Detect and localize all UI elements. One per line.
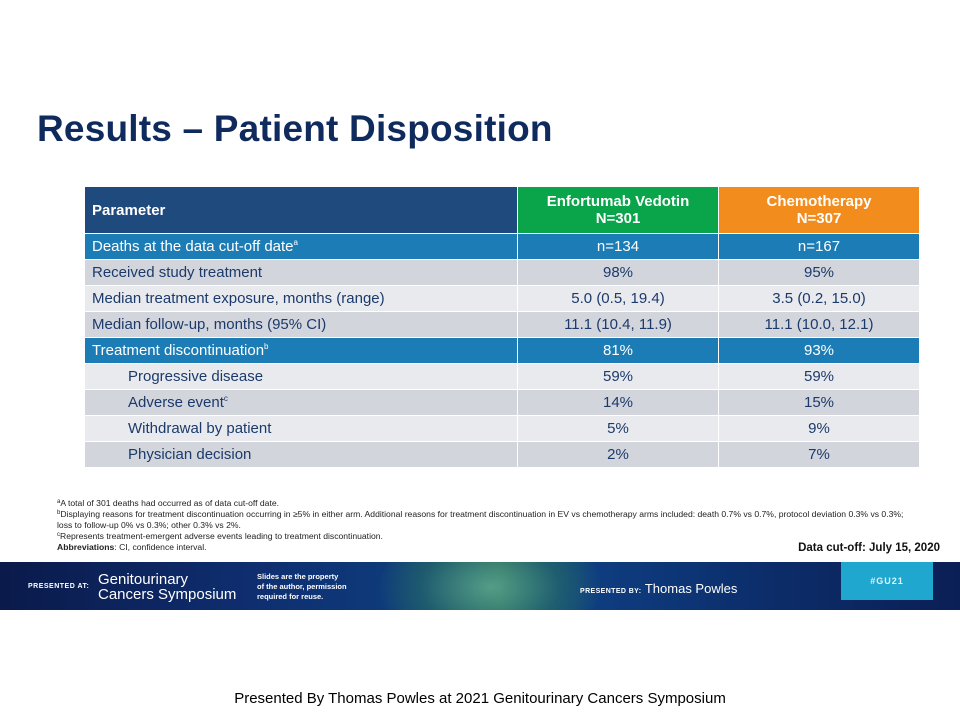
- conference-banner: PRESENTED AT: Genitourinary Cancers Symp…: [0, 562, 960, 610]
- header-parameter: Parameter: [84, 186, 518, 234]
- header-chemo-n: N=307: [796, 210, 842, 227]
- footnotes: aA total of 301 deaths had occurred as o…: [57, 498, 907, 553]
- hashtag-badge: #GU21: [841, 562, 933, 600]
- data-cutoff-note: Data cut-off: July 15, 2020: [798, 542, 940, 554]
- cell-ev: 59%: [517, 363, 719, 390]
- footnote-mark: b: [264, 342, 269, 351]
- cell-ev: n=134: [517, 233, 719, 260]
- presenter-name: Thomas Powles: [644, 581, 738, 596]
- header-chemotherapy: Chemotherapy N=307: [718, 186, 920, 234]
- row-label: Median follow-up, months (95% CI): [84, 311, 518, 338]
- presented-by-label: PRESENTED BY:: [580, 588, 642, 595]
- table-row: Physician decision 2% 7%: [84, 441, 920, 468]
- footnote-c: cRepresents treatment-emergent adverse e…: [57, 531, 383, 541]
- table-header-row: Parameter Enfortumab Vedotin N=301 Chemo…: [84, 186, 920, 234]
- presented-at-label: PRESENTED AT:: [28, 583, 90, 590]
- cell-chemo: 3.5 (0.2, 15.0): [718, 285, 920, 312]
- reuse-notice: Slides are the property of the author, p…: [257, 572, 347, 601]
- header-chemo-name: Chemotherapy: [766, 193, 872, 210]
- table-row: Median follow-up, months (95% CI) 11.1 (…: [84, 311, 920, 338]
- header-ev-n: N=301: [595, 210, 641, 227]
- row-label: Received study treatment: [84, 259, 518, 286]
- cell-ev: 98%: [517, 259, 719, 286]
- table-row: Progressive disease 59% 59%: [84, 363, 920, 390]
- row-label: Physician decision: [84, 441, 518, 468]
- cell-ev: 14%: [517, 389, 719, 416]
- cell-chemo: 7%: [718, 441, 920, 468]
- table-row: Deaths at the data cut-off datea n=134 n…: [84, 233, 920, 260]
- cell-chemo: 95%: [718, 259, 920, 286]
- table-row: Withdrawal by patient 5% 9%: [84, 415, 920, 442]
- cell-ev: 81%: [517, 337, 719, 364]
- abbreviations: Abbreviations: CI, confidence interval.: [57, 542, 207, 552]
- row-label: Treatment discontinuationb: [84, 337, 518, 364]
- cell-chemo: 59%: [718, 363, 920, 390]
- footnote-b: bDisplaying reasons for treatment discon…: [57, 509, 904, 530]
- header-ev-name: Enfortumab Vedotin: [546, 193, 690, 210]
- cell-chemo: 15%: [718, 389, 920, 416]
- cell-ev: 2%: [517, 441, 719, 468]
- cell-ev: 11.1 (10.4, 11.9): [517, 311, 719, 338]
- table-row: Adverse eventc 14% 15%: [84, 389, 920, 416]
- row-label: Median treatment exposure, months (range…: [84, 285, 518, 312]
- cell-chemo: 9%: [718, 415, 920, 442]
- table-row: Received study treatment 98% 95%: [84, 259, 920, 286]
- cell-chemo: 93%: [718, 337, 920, 364]
- footnote-mark: c: [223, 394, 228, 403]
- cell-chemo: 11.1 (10.0, 12.1): [718, 311, 920, 338]
- cell-ev: 5%: [517, 415, 719, 442]
- row-label: Progressive disease: [84, 363, 518, 390]
- disposition-table: Parameter Enfortumab Vedotin N=301 Chemo…: [84, 186, 920, 468]
- cell-ev: 5.0 (0.5, 19.4): [517, 285, 719, 312]
- footnote-mark: a: [293, 238, 298, 247]
- symposium-logo: Genitourinary Cancers Symposium: [98, 571, 237, 603]
- banner-cell-graphic: [380, 562, 600, 610]
- table-row: Treatment discontinuationb 81% 93%: [84, 337, 920, 364]
- presented-by: PRESENTED BY: Thomas Powles: [580, 581, 737, 596]
- header-enfortumab-vedotin: Enfortumab Vedotin N=301: [517, 186, 719, 234]
- row-label: Withdrawal by patient: [84, 415, 518, 442]
- cell-chemo: n=167: [718, 233, 920, 260]
- row-label: Adverse eventc: [84, 389, 518, 416]
- footnote-a: aA total of 301 deaths had occurred as o…: [57, 498, 279, 508]
- slide-caption: Presented By Thomas Powles at 2021 Genit…: [234, 690, 726, 707]
- row-label: Deaths at the data cut-off datea: [84, 233, 518, 260]
- slide-title: Results – Patient Disposition: [37, 108, 553, 149]
- table-row: Median treatment exposure, months (range…: [84, 285, 920, 312]
